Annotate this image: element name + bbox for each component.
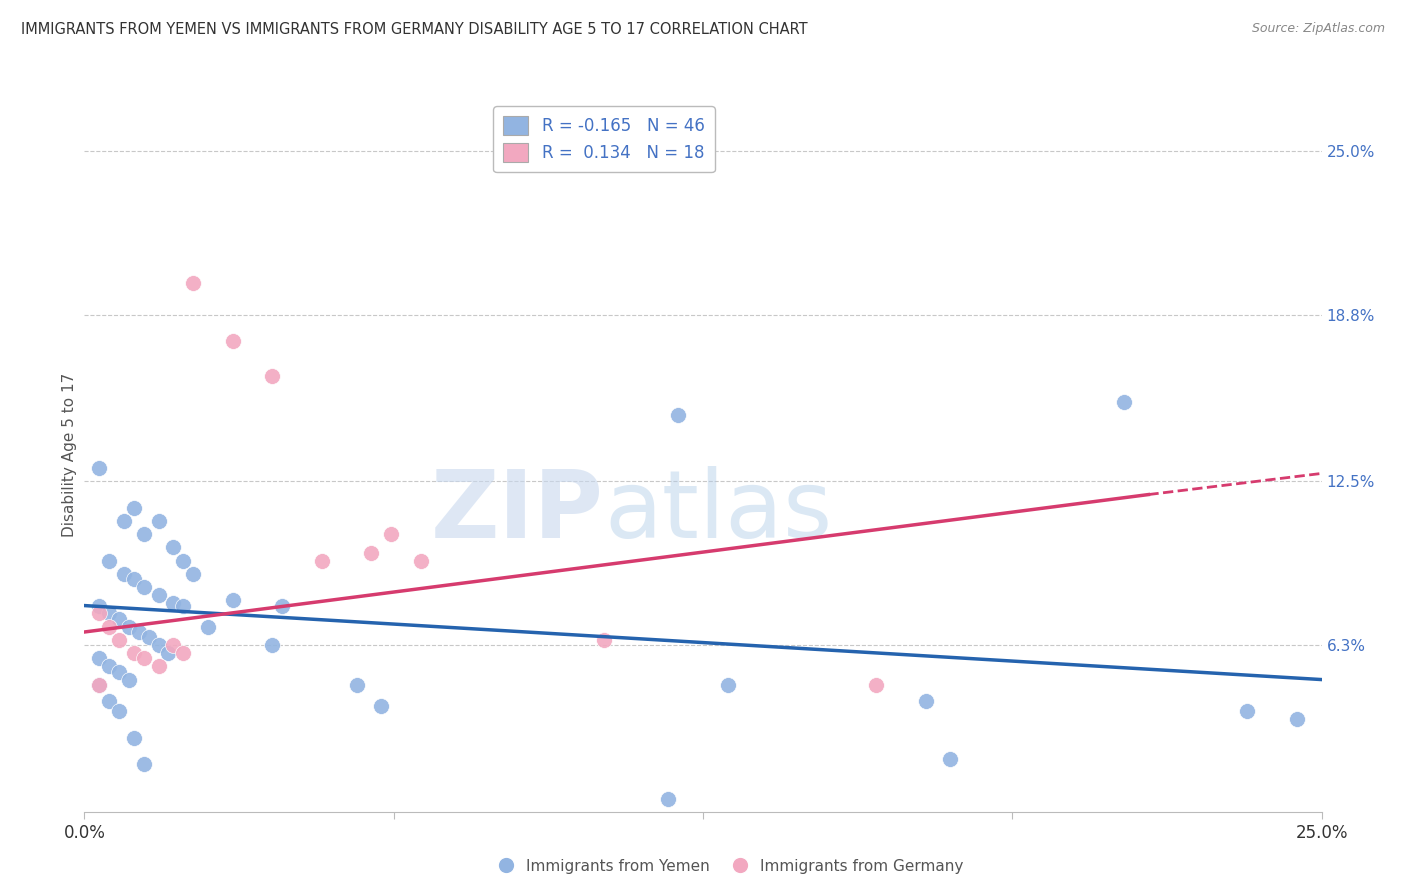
Point: [370, 698, 392, 713]
Point: [89, 678, 111, 692]
Point: [138, 630, 160, 644]
Text: atlas: atlas: [605, 466, 832, 558]
Point: [122, 731, 145, 745]
Point: [108, 632, 131, 647]
Point: [89, 461, 111, 475]
Point: [593, 632, 616, 647]
Point: [162, 541, 184, 555]
Point: [939, 752, 962, 766]
Legend: Immigrants from Yemen, Immigrants from Germany: Immigrants from Yemen, Immigrants from G…: [492, 853, 970, 880]
Point: [181, 276, 204, 290]
Point: [98, 607, 121, 621]
Point: [98, 554, 121, 568]
Point: [914, 694, 936, 708]
Point: [222, 593, 245, 607]
Point: [262, 638, 284, 652]
Point: [181, 566, 204, 581]
Point: [108, 612, 131, 626]
Point: [89, 599, 111, 613]
Point: [108, 665, 131, 679]
Point: [657, 791, 679, 805]
Point: [89, 651, 111, 665]
Point: [1112, 395, 1135, 409]
Point: [122, 646, 145, 660]
Point: [89, 607, 111, 621]
Point: [865, 678, 887, 692]
Point: [98, 620, 121, 634]
Point: [122, 500, 145, 515]
Point: [172, 646, 194, 660]
Point: [311, 554, 333, 568]
Point: [1285, 712, 1308, 726]
Point: [112, 514, 135, 528]
Point: [132, 757, 155, 772]
Point: [118, 620, 141, 634]
Point: [122, 572, 145, 586]
Point: [380, 527, 402, 541]
Point: [1236, 704, 1258, 718]
Point: [162, 638, 184, 652]
Point: [98, 694, 121, 708]
Y-axis label: Disability Age 5 to 17: Disability Age 5 to 17: [62, 373, 77, 537]
Point: [132, 527, 155, 541]
Point: [89, 678, 111, 692]
Point: [409, 554, 432, 568]
Point: [148, 638, 170, 652]
Point: [108, 704, 131, 718]
Point: [197, 620, 219, 634]
Point: [157, 646, 180, 660]
Point: [262, 368, 284, 383]
Point: [271, 599, 294, 613]
Point: [98, 659, 121, 673]
Point: [112, 566, 135, 581]
Text: Source: ZipAtlas.com: Source: ZipAtlas.com: [1251, 22, 1385, 36]
Text: ZIP: ZIP: [432, 466, 605, 558]
Point: [346, 678, 368, 692]
Point: [172, 554, 194, 568]
Point: [360, 546, 382, 560]
Point: [172, 599, 194, 613]
Legend: R = -0.165   N = 46, R =  0.134   N = 18: R = -0.165 N = 46, R = 0.134 N = 18: [494, 106, 714, 172]
Point: [717, 678, 740, 692]
Point: [162, 596, 184, 610]
Point: [666, 409, 689, 423]
Text: IMMIGRANTS FROM YEMEN VS IMMIGRANTS FROM GERMANY DISABILITY AGE 5 TO 17 CORRELAT: IMMIGRANTS FROM YEMEN VS IMMIGRANTS FROM…: [21, 22, 807, 37]
Point: [118, 673, 141, 687]
Point: [148, 514, 170, 528]
Point: [132, 580, 155, 594]
Point: [148, 588, 170, 602]
Point: [148, 659, 170, 673]
Point: [132, 651, 155, 665]
Point: [222, 334, 245, 349]
Point: [128, 625, 150, 640]
